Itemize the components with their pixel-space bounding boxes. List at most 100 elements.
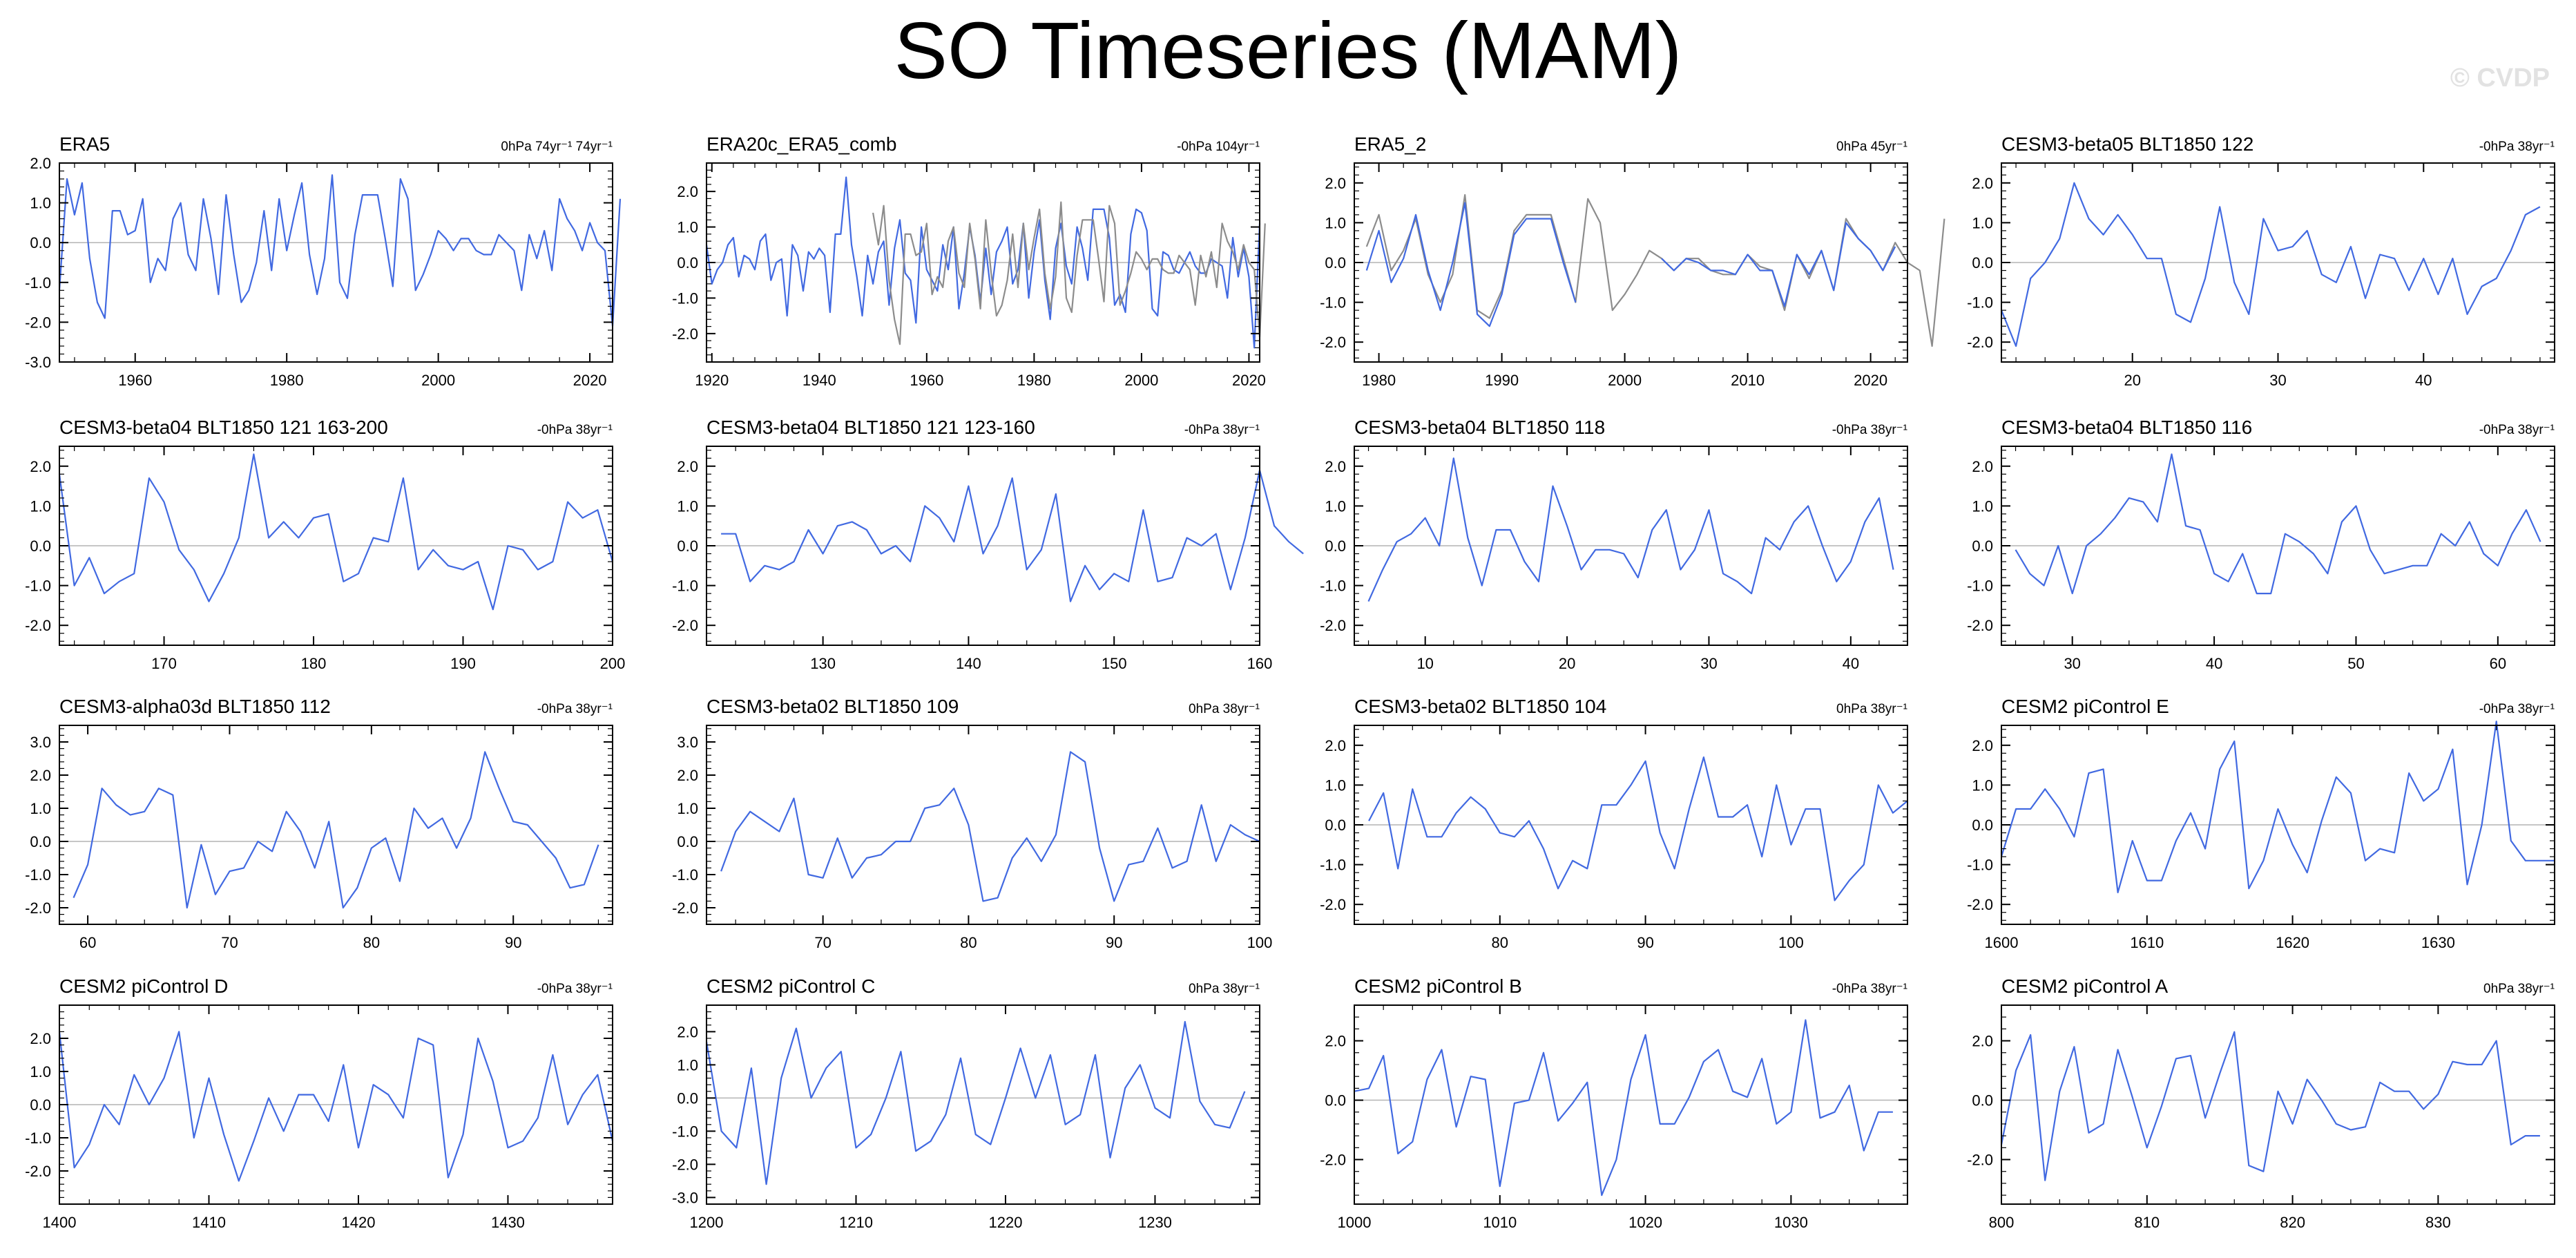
panel-11: CESM2 piControl E -0hPa 38yr⁻¹ -2.0 -1.0 0.0… [1967, 696, 2555, 951]
panel-6: CESM3-beta04 BLT1850 118 -0hPa 38yr⁻¹ -2.0… [1320, 417, 1908, 672]
y-tick-label: 0.0 [1972, 537, 1993, 555]
y-tick-label: 1.0 [30, 1063, 51, 1080]
y-tick-label: -2.0 [672, 899, 698, 917]
series-line-0 [2000, 182, 2541, 347]
y-tick-label: 0.0 [1972, 1092, 1993, 1109]
y-tick-label: 2.0 [677, 1023, 698, 1040]
panel-7: CESM3-beta04 BLT1850 116 -0hPa 38yr⁻¹ -2.0… [1967, 417, 2555, 672]
panel-title: CESM3-alpha03d BLT1850 112 [59, 696, 331, 717]
x-tick-label: 80 [363, 934, 380, 951]
x-tick-label: 820 [2280, 1214, 2305, 1231]
y-tick-label: -2.0 [1320, 1152, 1346, 1169]
panel-info: -0hPa 38yr⁻¹ [2479, 702, 2555, 716]
y-tick-label: 1.0 [1325, 776, 1346, 794]
x-tick-label: 80 [960, 934, 977, 951]
panel-title: ERA5_2 [1354, 133, 1426, 155]
panel-info: -0hPa 38yr⁻¹ [537, 423, 613, 437]
plot-frame [706, 725, 1260, 925]
panel-title: CESM2 piControl D [59, 975, 228, 997]
x-tick-label: 200 [600, 655, 626, 672]
panel-4: CESM3-beta04 BLT1850 121 163-200 -0hPa 38… [25, 417, 625, 672]
x-tick-label: 1420 [341, 1214, 375, 1231]
x-tick-label: 150 [1102, 655, 1127, 672]
x-tick-label: 130 [810, 655, 836, 672]
x-tick-label: 1430 [491, 1214, 525, 1231]
x-tick-label: 830 [2425, 1214, 2451, 1231]
y-tick-label: -1.0 [25, 274, 51, 292]
x-tick-label: 30 [1700, 655, 1717, 672]
panel-title: CESM3-beta02 BLT1850 104 [1354, 696, 1606, 717]
y-tick-label: 0.0 [1325, 1092, 1346, 1109]
y-tick-label: 0.0 [30, 234, 51, 251]
plot-frame [2001, 1004, 2555, 1205]
y-tick-label: -1.0 [25, 578, 51, 595]
x-tick-label: 1410 [192, 1214, 226, 1231]
x-tick-label: 1220 [988, 1214, 1022, 1231]
y-tick-label: 2.0 [677, 183, 698, 200]
series-line-0 [1368, 756, 1908, 902]
series-line-0 [720, 751, 1260, 902]
panel-title: CESM3-beta04 BLT1850 121 163-200 [59, 417, 388, 438]
y-tick-label: -2.0 [1320, 334, 1346, 351]
y-tick-label: -1.0 [1320, 294, 1346, 312]
series-line-0 [2015, 453, 2541, 595]
cvdp-watermark: © CVDP [2450, 64, 2550, 93]
x-tick-label: 1230 [1138, 1214, 1172, 1231]
y-tick-label: 0.0 [1972, 817, 1993, 834]
x-tick-label: 60 [2490, 655, 2506, 672]
page-title: SO Timeseries (MAM) [894, 6, 1682, 95]
x-tick-label: 1000 [1338, 1214, 1372, 1231]
y-tick-label: 2.0 [1325, 737, 1346, 754]
y-tick-label: 2.0 [677, 458, 698, 475]
y-tick-label: -2.0 [672, 1156, 698, 1173]
x-tick-label: 1400 [43, 1214, 77, 1231]
x-tick-label: 1610 [2130, 934, 2164, 951]
panel-info: -0hPa 38yr⁻¹ [1184, 423, 1260, 437]
y-tick-label: 2.0 [30, 155, 51, 172]
series-line-0 [2000, 1031, 2540, 1181]
panel-title: ERA5 [59, 133, 110, 155]
x-tick-label: 90 [505, 934, 521, 951]
x-tick-label: 2000 [421, 372, 455, 389]
y-tick-label: -3.0 [672, 1189, 698, 1206]
y-tick-label: 1.0 [1325, 214, 1346, 231]
panel-info: -0hPa 38yr⁻¹ [1832, 423, 1907, 437]
x-tick-label: 10 [1416, 655, 1433, 672]
series-line-0 [58, 174, 622, 327]
y-tick-label: -1.0 [25, 866, 51, 884]
series-line-0 [58, 453, 614, 611]
y-tick-label: -1.0 [672, 578, 698, 595]
series-line-0 [73, 751, 599, 909]
x-tick-label: 90 [1106, 934, 1122, 951]
x-tick-label: 50 [2347, 655, 2364, 672]
y-tick-label: 1.0 [677, 219, 698, 236]
panel-10: CESM3-beta02 BLT1850 104 0hPa 38yr⁻¹ -2.0 -… [1320, 696, 1908, 951]
series-line-0 [721, 469, 1304, 602]
x-tick-label: 1960 [910, 372, 943, 389]
x-tick-label: 1980 [1362, 372, 1396, 389]
y-tick-label: -2.0 [25, 314, 51, 331]
series-line-0 [1367, 457, 1894, 602]
plot-frame [706, 1004, 1260, 1205]
y-tick-label: -1.0 [1967, 857, 1993, 874]
y-tick-label: -2.0 [1967, 1152, 1993, 1169]
y-tick-label: -1.0 [1320, 857, 1346, 874]
x-tick-label: 160 [1247, 655, 1273, 672]
x-tick-label: 40 [2206, 655, 2222, 672]
y-tick-label: 1.0 [1972, 214, 1993, 231]
y-tick-label: 2.0 [1972, 737, 1993, 754]
panel-info: 0hPa 38yr⁻¹ [1189, 982, 1260, 996]
y-tick-label: 1.0 [1972, 497, 1993, 515]
panel-info: 0hPa 45yr⁻¹ [1836, 140, 1907, 154]
y-tick-label: -2.0 [672, 325, 698, 343]
x-tick-label: 2020 [1232, 372, 1266, 389]
panel-0: ERA5 0hPa 74yr⁻¹ 74yr⁻¹ -3.0 -2.0 -1.0 0.0 1.0… [25, 133, 622, 389]
panel-title: CESM2 piControl B [1354, 975, 1522, 997]
y-tick-label: 0.0 [1325, 254, 1346, 271]
x-tick-label: 1920 [695, 372, 729, 389]
y-tick-label: 0.0 [677, 1089, 698, 1107]
series-line-0 [705, 1020, 1246, 1185]
y-tick-label: -1.0 [1967, 578, 1993, 595]
y-tick-label: 2.0 [677, 767, 698, 784]
x-tick-label: 100 [1778, 934, 1804, 951]
